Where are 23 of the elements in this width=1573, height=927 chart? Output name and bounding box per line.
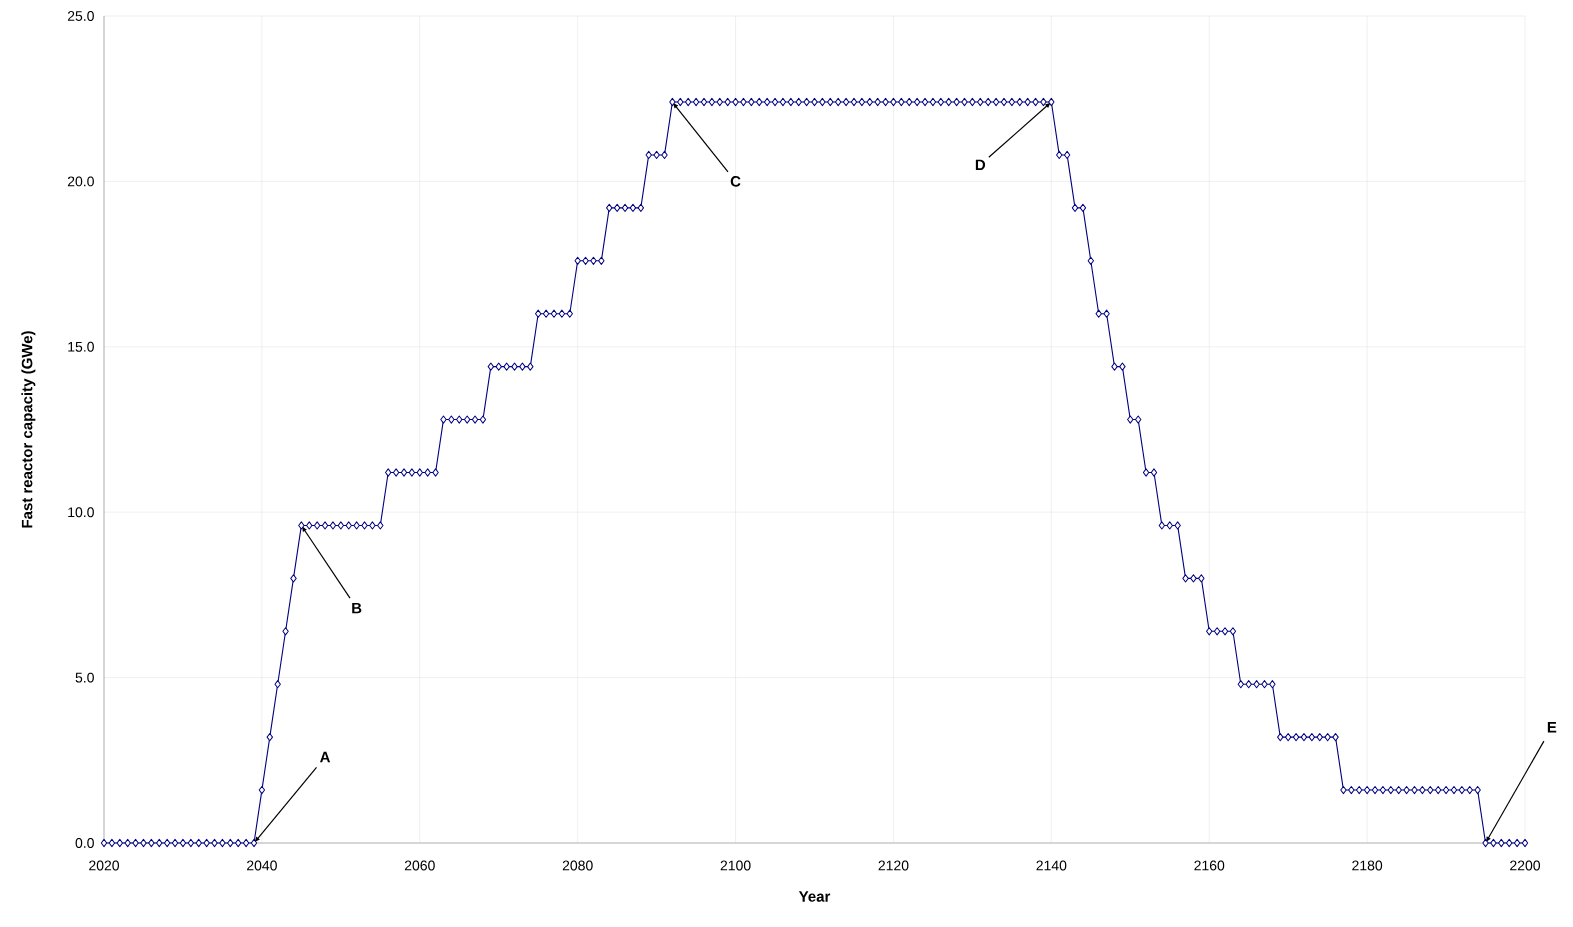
y-tick-label: 10.0 [68, 507, 94, 518]
x-tick-label: 2160 [1194, 860, 1225, 871]
y-axis-title: Fast reactor capacity (GWe) [21, 331, 36, 528]
x-tick-label: 2080 [562, 860, 593, 871]
annotation: C [730, 176, 741, 187]
y-tick-label: 20.0 [67, 176, 94, 187]
annotation: D [975, 159, 986, 171]
x-tick-label: 2060 [404, 860, 435, 871]
x-tick-label: 2040 [247, 860, 277, 871]
x-tick-label: 2100 [720, 860, 751, 871]
x-tick-label: 2020 [89, 860, 120, 871]
y-tick-label: 5.0 [75, 672, 94, 683]
x-tick-label: 2180 [1352, 860, 1383, 871]
y-tick-label: 25.0 [67, 11, 94, 21]
x-tick-label: 2200 [1510, 860, 1541, 871]
y-tick-label: 15.0 [68, 341, 94, 352]
annotation: A [320, 751, 331, 763]
x-tick-label: 2140 [1036, 860, 1067, 871]
annotation: E [1547, 722, 1557, 733]
x-axis-title: Year [798, 891, 831, 902]
y-tick-label: 0.0 [75, 838, 94, 848]
x-tick-label: 2120 [878, 860, 909, 871]
annotation: B [352, 602, 362, 614]
